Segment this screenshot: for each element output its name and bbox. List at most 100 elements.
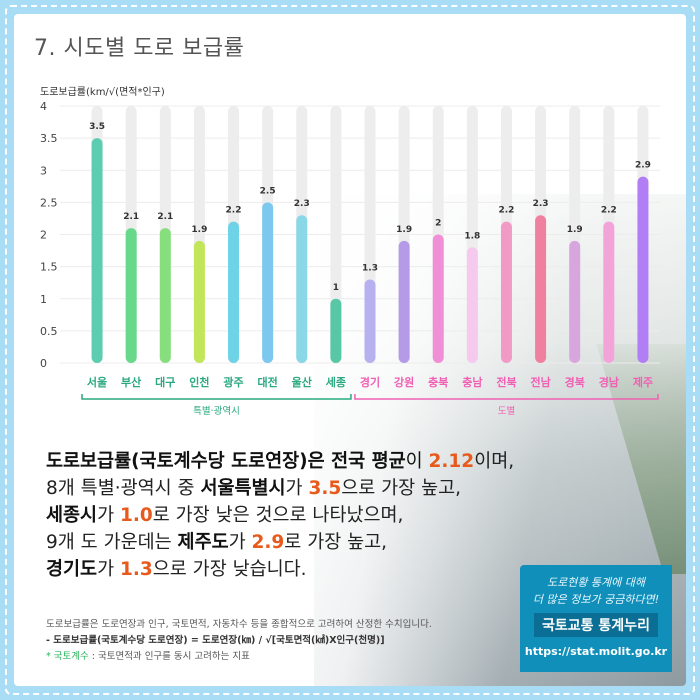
x-tick-label: 대전	[258, 375, 278, 389]
promo-hand-line-2: 더 많은 정보가 궁금하다면!	[532, 593, 660, 606]
summary-line-5: 경기도가 1.3으로 가장 낮습니다.	[46, 556, 606, 583]
promo-brand: 국토교통 통계누리	[534, 613, 658, 637]
summary-term: 도로보급률(국토계수당 도로연장)은	[46, 451, 332, 472]
bar-value-label: 1.8	[464, 231, 480, 241]
summary-line-1: 도로보급률(국토계수당 도로연장)은 전국 평균이 2.12이며,	[46, 448, 606, 475]
bar	[466, 247, 478, 363]
bar-value-label: 2.2	[498, 206, 514, 216]
summary-text-part: 으로 가장 높고,	[341, 478, 461, 499]
bar-value-label: 2.3	[294, 199, 310, 209]
promo-handwriting: 도로현황 통계에 대해 더 많은 정보가 궁금하다면!	[520, 574, 672, 608]
summary-gyeonggi-value: 1.3	[119, 559, 153, 580]
footnote-line-3: * 국토계수 : 국토면적과 인구를 동시 고려하는 지표	[46, 649, 526, 665]
promo-hand-line-1: 도로현황 통계에 대해	[546, 576, 646, 589]
x-tick-label: 부산	[121, 375, 141, 389]
footnote-line-1: 도로보급률은 도로연장과 인구, 국토면적, 자동차수 등을 종합적으로 고려하…	[46, 619, 432, 630]
bar	[637, 176, 649, 363]
x-tick-label: 충남	[462, 375, 482, 389]
bar-value-label: 2.9	[635, 161, 651, 171]
bar	[193, 240, 205, 363]
y-tick-label: 4	[40, 100, 47, 113]
bar-value-label: 3.5	[89, 122, 105, 132]
x-tick-label: 인천	[189, 375, 209, 389]
x-tick-label: 서울	[87, 375, 107, 389]
bar	[535, 215, 547, 363]
bar-value-label: 2.2	[601, 206, 617, 216]
group-bracket	[354, 394, 659, 400]
summary-text-part: 로 가장 높고,	[284, 532, 388, 553]
x-tick-label: 경기	[360, 375, 380, 389]
footnote-formula: - 도로보급률(국토계수당 도로연장) = 도로연장(㎞) / √[국토면적(㎢…	[46, 635, 385, 646]
bar-value-label: 2	[435, 219, 441, 229]
bar	[364, 279, 376, 363]
bar-track	[330, 106, 342, 363]
x-tick-label: 경남	[599, 375, 619, 389]
x-tick-label: 제주	[633, 375, 653, 389]
y-tick-label: 1.5	[40, 261, 58, 274]
bar	[398, 240, 410, 363]
y-tick-label: 2.5	[40, 196, 58, 209]
bar	[569, 240, 581, 363]
x-tick-label: 울산	[292, 375, 312, 389]
bar	[603, 221, 615, 363]
bar-value-label: 2.2	[226, 206, 242, 216]
summary-jeju-value: 2.9	[251, 532, 285, 553]
y-tick-label: 3	[40, 164, 47, 177]
bar-value-label: 1.3	[362, 263, 378, 273]
footnote-star-desc: : 국토면적과 인구를 동시 고려하는 지표	[88, 651, 250, 662]
bar-value-label: 2.5	[260, 186, 276, 196]
footnote-star-term: * 국토계수	[46, 651, 89, 662]
summary-sejong-value: 1.0	[119, 505, 153, 526]
y-tick-label: 0.5	[40, 325, 58, 338]
x-tick-label: 충북	[428, 375, 448, 389]
summary-text-part: 이	[405, 451, 429, 472]
y-tick-label: 2	[40, 229, 47, 242]
y-tick-label: 3.5	[40, 132, 58, 145]
footnote: 도로보급률은 도로연장과 인구, 국토면적, 자동차수 등을 종합적으로 고려하…	[46, 617, 526, 665]
summary-line-4: 9개 도 가운데는 제주도가 2.9로 가장 높고,	[46, 529, 606, 556]
summary-line-2: 8개 특별·광역시 중 서울특별시가 3.5으로 가장 높고,	[46, 475, 606, 502]
bar-value-label: 1.9	[567, 225, 583, 235]
summary-text-part: 9개 도 가운데는	[46, 532, 178, 553]
promo-box[interactable]: 도로현황 통계에 대해 더 많은 정보가 궁금하다면! 국토교통 통계누리 ht…	[520, 565, 672, 672]
y-tick-label: 0	[40, 357, 47, 370]
summary-seoul: 서울특별시	[200, 478, 286, 499]
bar-value-label: 2.3	[533, 199, 549, 209]
page-title: 7. 시도별 도로 보급률	[34, 36, 245, 61]
summary-seoul-value: 3.5	[308, 478, 342, 499]
x-tick-label: 강원	[394, 375, 414, 389]
x-tick-label: 대구	[155, 375, 175, 389]
bar-value-label: 2.1	[157, 212, 173, 222]
bar-value-label: 1.9	[191, 225, 207, 235]
summary-text: 도로보급률(국토계수당 도로연장)은 전국 평균이 2.12이며, 8개 특별·…	[46, 448, 606, 583]
bar	[432, 234, 444, 363]
group-label: 특별·광역시	[193, 405, 240, 417]
x-tick-label: 세종	[326, 375, 346, 389]
bar-value-label: 1	[333, 283, 339, 293]
x-tick-label: 경북	[565, 375, 585, 389]
summary-text-part: 로 가장 낮은 것으로 나타났으며,	[152, 505, 404, 526]
summary-text-part: 으로 가장 낮습니다.	[152, 559, 307, 580]
summary-text-part: 가	[97, 559, 120, 580]
x-tick-label: 전북	[496, 375, 516, 389]
summary-jeju: 제주도	[177, 532, 229, 553]
summary-line-3: 세종시가 1.0로 가장 낮은 것으로 나타났으며,	[46, 502, 606, 529]
summary-national-avg-value: 2.12	[428, 451, 475, 472]
summary-text-part: 가	[228, 532, 252, 553]
bar	[330, 298, 342, 363]
bar-value-label: 1.9	[396, 225, 412, 235]
bar	[262, 202, 274, 363]
summary-national-avg-label: 전국 평균	[331, 451, 406, 472]
bar	[125, 228, 137, 363]
y-axis-unit-label: 도로보급률(km/√(면적*인구)	[40, 87, 165, 98]
y-tick-label: 1	[40, 293, 47, 306]
group-label: 도별	[498, 406, 515, 417]
bar	[91, 138, 103, 363]
bar	[159, 228, 171, 363]
summary-text-part: 이며,	[474, 451, 515, 472]
summary-sejong: 세종시	[46, 505, 98, 526]
bar-value-label: 2.1	[123, 212, 139, 222]
summary-text-part: 8개 특별·광역시 중	[46, 478, 201, 499]
promo-url-link[interactable]: https://stat.molit.go.kr	[524, 645, 668, 658]
summary-text-part: 가	[97, 505, 120, 526]
